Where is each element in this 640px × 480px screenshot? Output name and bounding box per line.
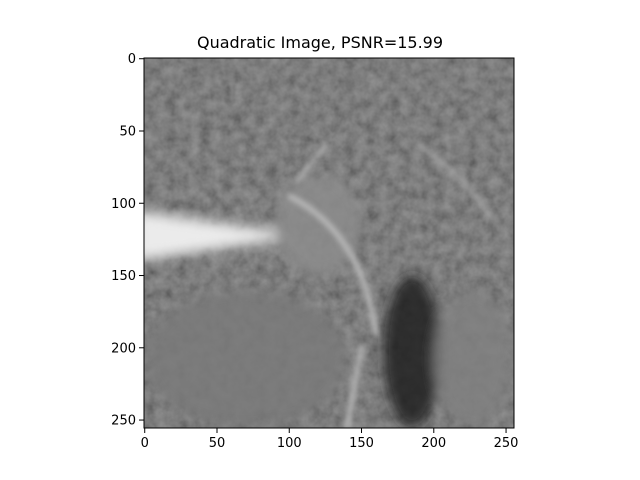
image-stem-curve: [286, 193, 379, 336]
x-tick-label: 50: [209, 436, 226, 451]
region-bright-streak: [144, 211, 283, 260]
region-central-leaf-cluster: [274, 174, 362, 276]
image-foliage-right: [417, 143, 494, 220]
y-tick-label: 0: [128, 52, 136, 67]
x-tick-label: 150: [349, 436, 374, 451]
image-plot-area: [144, 58, 514, 428]
axes-frame: [143, 57, 515, 429]
x-tick-label: 200: [421, 436, 446, 451]
x-tick-label: 0: [141, 436, 149, 451]
y-tick-label: 50: [119, 124, 136, 139]
region-lower-left-textured-ground: [144, 289, 348, 428]
region-lower-right-foliage: [433, 289, 514, 428]
y-tick-label: 200: [111, 341, 136, 356]
y-tick-label: 100: [111, 197, 136, 212]
image-leaf-top: [294, 143, 328, 184]
y-tick-label: 250: [111, 414, 136, 429]
chart-title: Quadratic Image, PSNR=15.99: [197, 33, 443, 52]
x-tick-label: 250: [494, 436, 519, 451]
region-dark-trunk: [383, 275, 442, 428]
image-stem-lower: [344, 344, 365, 428]
y-tick-label: 150: [111, 269, 136, 284]
x-tick-label: 100: [277, 436, 302, 451]
